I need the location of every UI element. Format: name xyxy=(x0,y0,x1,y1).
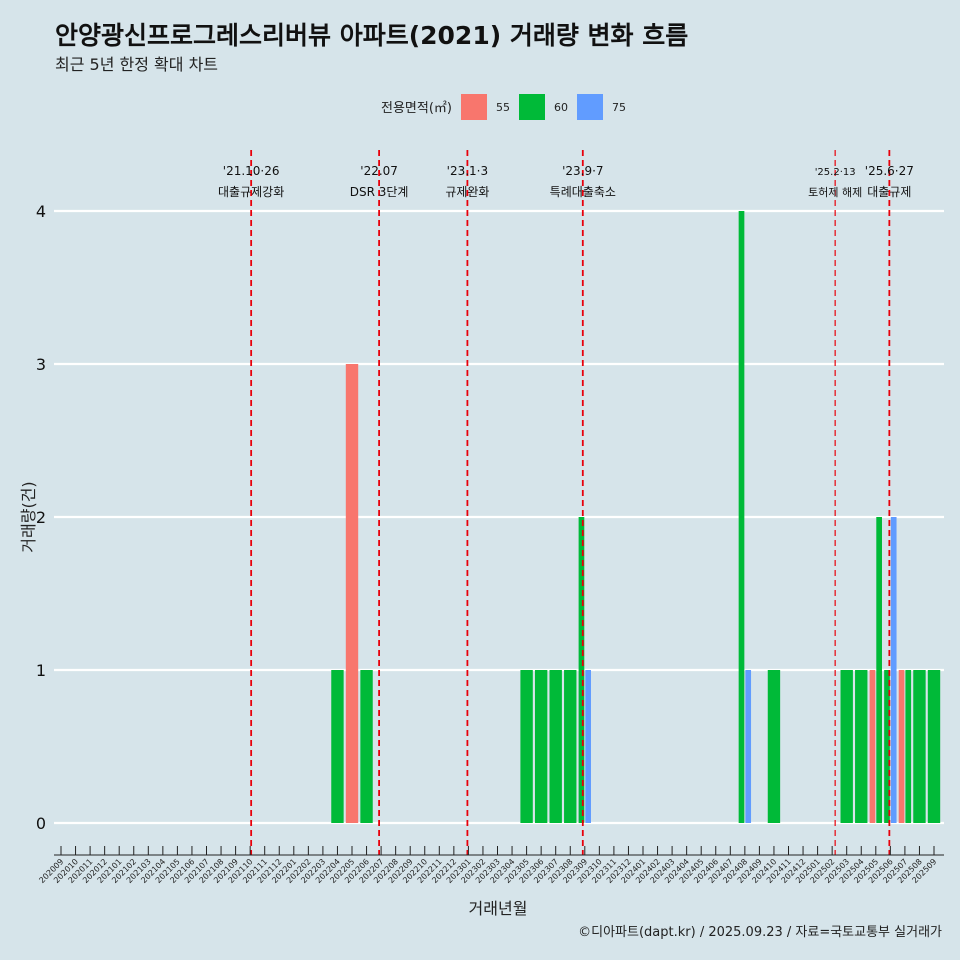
y-axis-title: 거래량(건) xyxy=(19,481,38,552)
bar-60-202408 xyxy=(738,211,745,823)
bar-60-202509 xyxy=(927,670,941,823)
legend: 전용면적(㎡) 55 60 75 xyxy=(381,94,626,120)
event-date: '21.10·26 xyxy=(223,164,280,178)
bar-55-202205 xyxy=(345,364,359,823)
y-tick-label: 3 xyxy=(36,355,46,374)
bar-60-202306 xyxy=(534,670,548,823)
bar-60-202309 xyxy=(578,517,585,823)
event-date: '25.6·27 xyxy=(865,164,914,178)
bar-75-202408 xyxy=(745,670,752,823)
legend-title: 전용면적(㎡) xyxy=(381,101,452,116)
event-label: DSR 3단계 xyxy=(350,185,409,199)
event-label: 대출규제강화 xyxy=(218,185,284,199)
chart-title: 안양광신프로그레스리버뷰 아파트(2021) 거래량 변화 흐름 xyxy=(55,21,688,50)
legend-swatch-75 xyxy=(577,94,603,120)
bar-60-202410 xyxy=(767,670,781,823)
chart-subtitle: 최근 5년 한정 확대 차트 xyxy=(55,55,218,74)
bar-60-202504 xyxy=(855,670,868,823)
legend-label-55: 55 xyxy=(496,101,510,114)
legend-label-60: 60 xyxy=(554,101,568,114)
y-tick-label: 4 xyxy=(36,202,46,221)
x-axis-title: 거래년월 xyxy=(469,899,528,918)
bar-55-202505 xyxy=(869,670,876,823)
event-label: 특례대출축소 xyxy=(550,185,616,199)
bar-75-202309 xyxy=(585,670,591,823)
event-date: '25.2·13 xyxy=(815,167,856,178)
caption: ©디아파트(dapt.kr) / 2025.09.23 / 자료=국토교통부 실… xyxy=(578,925,942,940)
bar-55-202507 xyxy=(898,670,905,823)
bar-60-202305 xyxy=(520,670,533,823)
event-label: 대출규제 xyxy=(867,185,911,199)
legend-swatch-55 xyxy=(461,94,487,120)
event-date: '23.9·7 xyxy=(562,164,603,178)
y-tick-label: 1 xyxy=(36,661,46,680)
event-label: 규제완화 xyxy=(445,185,489,199)
event-date: '23.1·3 xyxy=(447,164,488,178)
bar-60-202206 xyxy=(360,670,373,823)
bar-75-202506 xyxy=(890,517,897,823)
bar-60-202503 xyxy=(840,670,853,823)
event-date: '22.07 xyxy=(360,164,398,178)
bar-60-202308 xyxy=(564,670,577,823)
y-tick-label: 0 xyxy=(36,814,46,833)
bar-60-202204 xyxy=(331,670,344,823)
bar-60-202507 xyxy=(905,670,912,823)
y-tick-label: 2 xyxy=(36,508,46,527)
legend-swatch-60 xyxy=(519,94,545,120)
legend-label-75: 75 xyxy=(612,101,626,114)
bar-60-202307 xyxy=(549,670,562,823)
bar-60-202505 xyxy=(876,517,882,823)
event-label: 토허제 해제 xyxy=(808,185,862,199)
bar-60-202506 xyxy=(884,670,890,823)
bar-60-202508 xyxy=(913,670,926,823)
